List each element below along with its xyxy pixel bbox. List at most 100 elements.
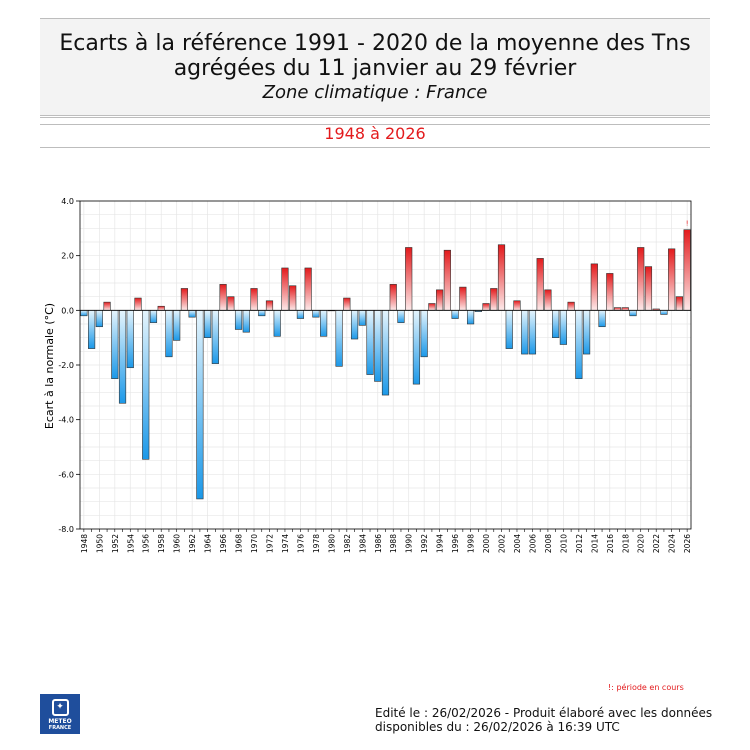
bar-1989	[397, 310, 405, 323]
x-tick-label-1984: 1984	[358, 534, 367, 553]
bar-2004	[513, 300, 521, 311]
y-tick-label: -6.0	[58, 470, 74, 479]
y-tick-label: 4.0	[61, 197, 74, 206]
bar-1993	[428, 303, 436, 311]
bar-1992	[420, 310, 428, 358]
bar-2008	[544, 289, 552, 311]
x-tick-label-2008: 2008	[544, 534, 553, 553]
bar-1967	[227, 296, 235, 311]
x-tick-label-2026: 2026	[683, 534, 692, 553]
bar-2007	[536, 258, 544, 311]
bar-1962	[188, 310, 196, 318]
bar-1990	[405, 247, 413, 311]
bar-1986	[374, 310, 382, 382]
bar-2014	[590, 263, 598, 311]
chart-bars: !	[80, 220, 691, 500]
bar-1952	[111, 310, 119, 379]
bar-1958	[157, 305, 165, 311]
x-tick-label-1958: 1958	[157, 534, 166, 553]
bar-2002	[497, 244, 506, 311]
bar-1994	[436, 289, 444, 311]
bar-2010	[559, 310, 567, 345]
bar-2003	[505, 310, 513, 349]
bar-1975	[289, 285, 297, 311]
bar-1995	[443, 249, 451, 311]
bar-1957	[149, 310, 158, 323]
y-tick-label: 0.0	[61, 306, 74, 315]
bar-1977	[304, 267, 312, 311]
bar-1983	[350, 310, 359, 340]
y-axis-label: Ecart à la normale (°C)	[43, 303, 56, 429]
edition-line-2: disponibles du : 26/02/2026 à 16:39 UTC	[375, 720, 620, 734]
x-tick-label-1992: 1992	[420, 534, 429, 553]
x-tick-label-1960: 1960	[173, 534, 182, 553]
meteo-france-mark-icon: ✦	[51, 699, 69, 716]
bar-2005	[521, 310, 529, 355]
bar-1991	[412, 310, 421, 385]
chart-title-line-1: Ecarts à la référence 1991 - 2020 de la …	[59, 31, 691, 56]
bar-1982	[343, 297, 351, 311]
x-tick-label-2000: 2000	[482, 534, 491, 553]
x-tick-label-1956: 1956	[142, 534, 151, 553]
y-tick-label: -2.0	[58, 361, 74, 370]
edition-info: Edité le : 26/02/2026 - Produit élaboré …	[375, 706, 712, 734]
x-tick-label-1974: 1974	[281, 534, 290, 553]
x-tick-label-1962: 1962	[188, 534, 197, 553]
bar-1997	[459, 286, 467, 311]
y-tick-label: -4.0	[58, 416, 74, 425]
bar-1964	[204, 310, 212, 338]
x-tick-label-1986: 1986	[374, 534, 383, 553]
bar-1973	[273, 310, 281, 337]
bar-1966	[219, 284, 227, 311]
x-tick-label-1990: 1990	[405, 534, 414, 553]
bar-1976	[296, 310, 305, 319]
bar-2017	[613, 307, 622, 311]
edition-line-1: Edité le : 26/02/2026 - Produit élaboré …	[375, 706, 713, 720]
chart-header: Ecarts à la référence 1991 - 2020 de la …	[40, 18, 710, 116]
x-tick-label-2014: 2014	[590, 534, 599, 553]
x-tick-label-2024: 2024	[668, 534, 677, 553]
logo-line-1: METEO	[48, 718, 72, 725]
bar-1972	[265, 300, 274, 311]
x-tick-label-1968: 1968	[235, 534, 244, 553]
bar-2024	[668, 248, 676, 311]
bar-1955	[134, 297, 142, 311]
x-tick-label-1988: 1988	[389, 534, 398, 553]
bar-2000	[482, 303, 490, 311]
bar-2011	[567, 301, 575, 311]
bar-1963	[196, 310, 204, 500]
x-tick-label-1996: 1996	[451, 534, 460, 553]
bar-1948	[80, 310, 88, 317]
x-tick-label-1980: 1980	[327, 534, 336, 553]
bar-1979	[320, 310, 328, 337]
bar-1987	[381, 310, 390, 396]
bar-2013	[583, 310, 591, 355]
bar-2018	[621, 307, 629, 311]
bar-1951	[103, 301, 111, 311]
current-period-note: !: période en cours	[608, 683, 684, 692]
x-tick-label-2018: 2018	[621, 534, 630, 553]
bar-1978	[312, 310, 320, 318]
x-tick-label-1950: 1950	[95, 534, 104, 553]
x-tick-label-1948: 1948	[80, 534, 89, 553]
bar-1984	[358, 310, 366, 326]
x-tick-label-2006: 2006	[528, 534, 537, 553]
x-tick-label-2020: 2020	[637, 534, 646, 553]
y-tick-label: 2.0	[61, 252, 74, 261]
x-tick-label-2022: 2022	[652, 534, 661, 553]
divider-bottom	[40, 147, 710, 148]
divider-top	[40, 117, 710, 118]
period-label: 1948 à 2026	[324, 124, 426, 143]
bar-2001	[490, 288, 498, 311]
bar-1969	[242, 310, 250, 333]
bar-1959	[165, 310, 173, 358]
bar-1996	[451, 310, 459, 319]
bar-2006	[528, 310, 537, 355]
x-tick-label-1982: 1982	[343, 534, 352, 553]
bar-2026	[683, 229, 691, 311]
chart-subtitle: Zone climatique : France	[262, 82, 488, 103]
y-tick-label: -8.0	[58, 525, 74, 534]
bar-2021	[644, 266, 653, 311]
bar-2012	[575, 310, 583, 379]
